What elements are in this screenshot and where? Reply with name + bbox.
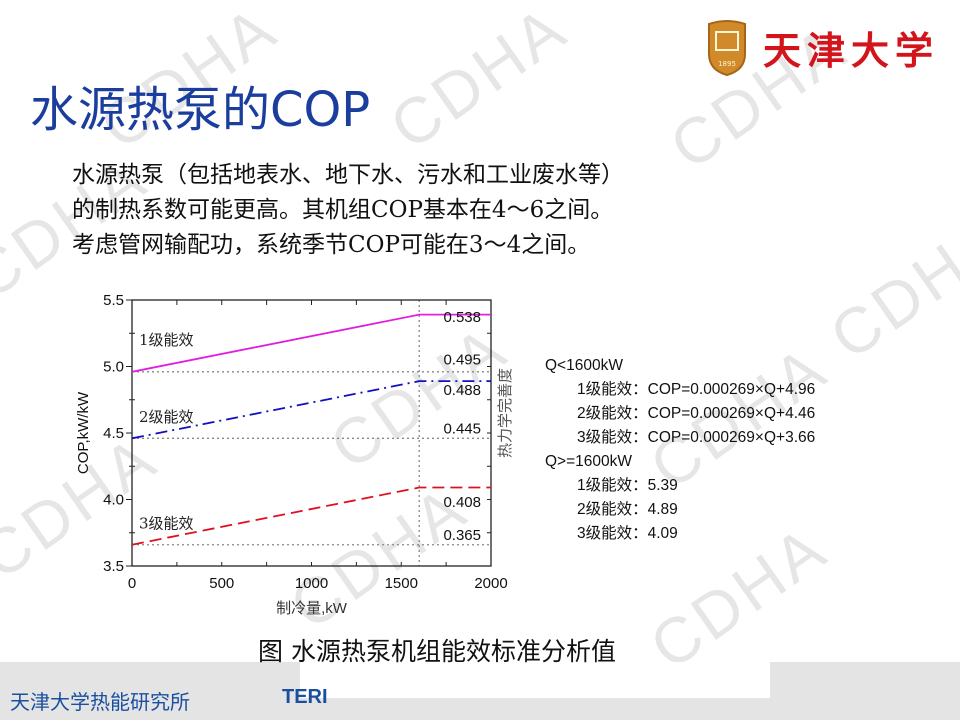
series-line-1: [131, 313, 491, 373]
series-line-2: [131, 380, 491, 440]
y-tick-label: 3.5: [103, 558, 124, 575]
y-tick-label: 4.0: [103, 492, 124, 509]
svg-text:1895: 1895: [718, 60, 736, 68]
efficiency-label: 0.408: [443, 494, 481, 511]
y-tick-label: 4.5: [103, 425, 124, 442]
university-logo: 1895 天津大学: [705, 18, 939, 76]
series-line-3: [131, 486, 491, 546]
y2-axis-label: 热力学完善度: [496, 368, 514, 458]
formula-group-title: Q<1600kW: [545, 357, 623, 374]
y-tick-label: 5.5: [103, 292, 124, 309]
formula-line: 1级能效：5.39: [577, 477, 678, 494]
formula-group-title: Q>=1600kW: [545, 453, 633, 470]
x-tick-label: 500: [209, 575, 234, 592]
body-text: 水源热泵（包括地表水、地下水、污水和工业废水等） 的制热系数可能更高。其机组CO…: [72, 158, 624, 263]
efficiency-label: 0.445: [443, 421, 481, 438]
x-tick-label: 1500: [385, 575, 418, 592]
footer: 天津大学热能研究所 TERI: [0, 662, 960, 720]
x-tick-label: 2000: [474, 575, 507, 592]
formula-line: 2级能效：COP=0.000269×Q+4.46: [577, 405, 816, 422]
efficiency-label: 0.495: [443, 352, 481, 369]
page-title: 水源热泵的COP: [30, 82, 371, 138]
formula-line: 2级能效：4.89: [577, 501, 678, 518]
body-line: 考虑管网输配功，系统季节COP可能在3～4之间。: [72, 232, 591, 258]
body-line: 的制热系数可能更高。其机组COP基本在4～6之间。: [72, 197, 614, 223]
x-tick-label: 1000: [295, 575, 328, 592]
efficiency-label: 0.538: [443, 309, 481, 326]
footer-institute: 天津大学热能研究所: [10, 690, 190, 714]
efficiency-label: 0.365: [443, 527, 481, 544]
x-axis-label: 制冷量,kW: [276, 600, 348, 617]
x-tick-label: 0: [128, 575, 136, 592]
y-tick-label: 5.0: [103, 359, 124, 376]
y-axis-label: COP,kW/kW: [75, 391, 92, 474]
series-label: 1级能效: [139, 331, 194, 349]
series-label: 3级能效: [139, 514, 194, 532]
logo-text: 天津大学: [763, 27, 940, 73]
footer-abbr: TERI: [282, 686, 328, 708]
university-crest-icon: 1895: [708, 20, 746, 76]
formula-line: 3级能效：COP=0.000269×Q+3.66: [577, 429, 816, 446]
formula-line: 1级能效：COP=0.000269×Q+4.96: [577, 381, 816, 398]
figure-caption: 图 水源热泵机组能效标准分析值: [258, 637, 616, 666]
body-line: 水源热泵（包括地表水、地下水、污水和工业废水等）: [72, 162, 624, 188]
formula-list: Q<1600kW 1级能效：COP=0.000269×Q+4.96 2级能效：C…: [545, 354, 815, 546]
series-label: 2级能效: [139, 408, 194, 426]
formula-line: 3级能效：4.09: [577, 525, 678, 542]
efficiency-label: 0.488: [443, 382, 481, 399]
